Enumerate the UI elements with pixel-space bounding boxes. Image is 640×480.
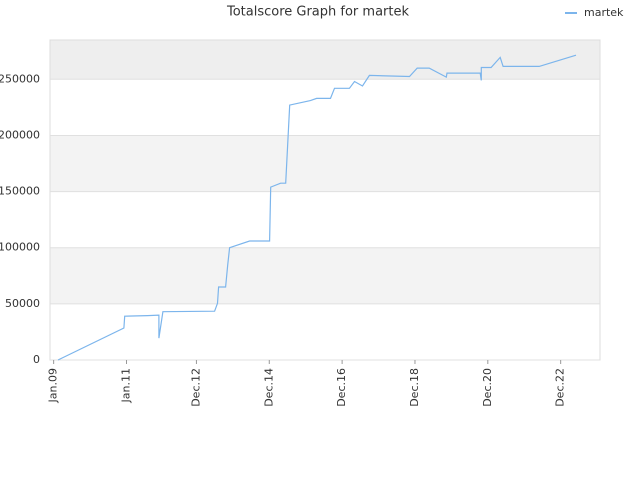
chart-title: Totalscore Graph for martek	[226, 5, 410, 20]
legend-label: martek	[584, 6, 624, 19]
y-tick-label: 100000	[0, 241, 40, 254]
x-tick-label: Dec.22	[554, 368, 567, 407]
y-tick-label: 150000	[0, 185, 40, 198]
plot-band	[50, 40, 600, 80]
x-tick-label: Dec.16	[335, 368, 348, 407]
plot-band	[50, 135, 600, 192]
x-tick-label: Dec.14	[262, 368, 275, 407]
y-tick-label: 50000	[5, 297, 40, 310]
y-tick-label: 200000	[0, 128, 40, 141]
series-line	[57, 54, 577, 361]
plot-frame	[49, 39, 601, 361]
x-tick-label: Dec.12	[189, 368, 202, 407]
y-tick-label: 0	[33, 353, 40, 366]
x-tick-label: Jan.09	[47, 368, 60, 403]
x-tick-label: Jan.11	[119, 368, 132, 403]
x-tick-label: Dec.18	[408, 368, 421, 407]
x-tick-label: Dec.20	[481, 368, 494, 407]
plot-band	[50, 247, 600, 304]
y-tick-label: 250000	[0, 72, 40, 85]
